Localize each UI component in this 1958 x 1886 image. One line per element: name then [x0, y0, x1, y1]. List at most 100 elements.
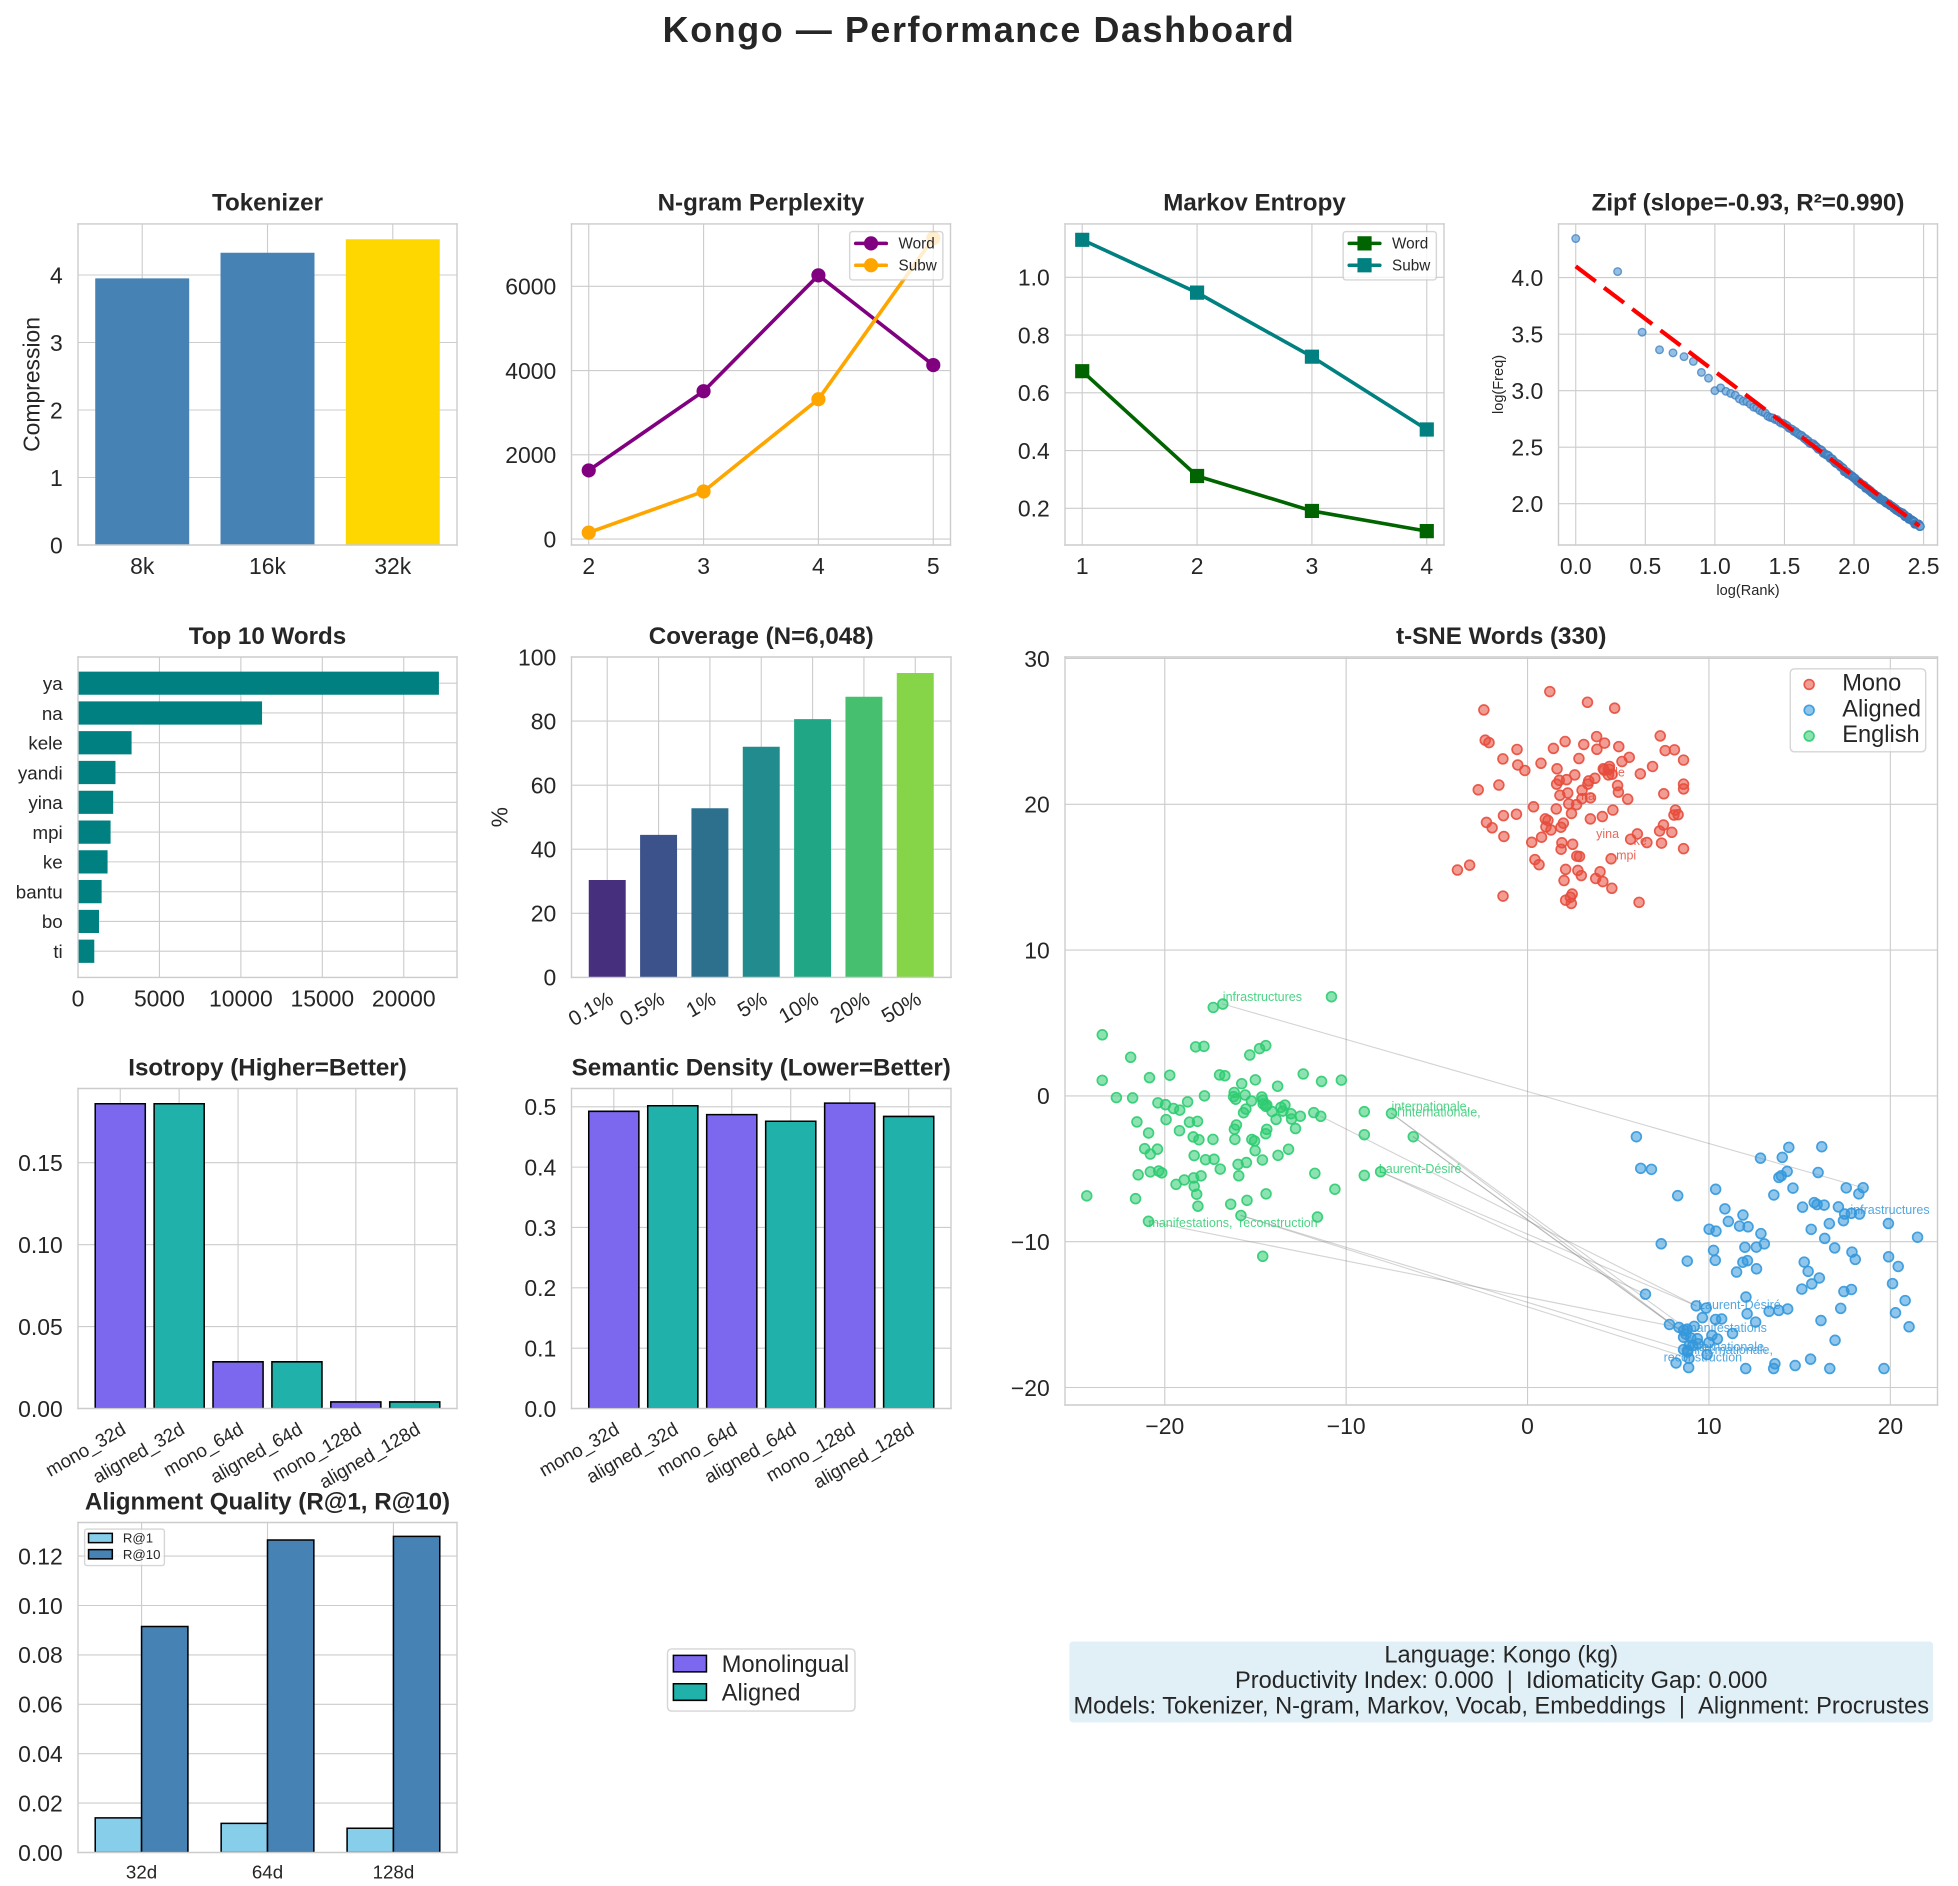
svg-text:10: 10: [1024, 937, 1049, 963]
svg-text:t-SNE Words (330): t-SNE Words (330): [1396, 623, 1606, 650]
svg-text:16k: 16k: [249, 553, 286, 579]
svg-text:0.00: 0.00: [18, 1396, 63, 1422]
svg-text:4: 4: [812, 553, 825, 579]
svg-text:100: 100: [518, 644, 556, 670]
svg-text:1: 1: [50, 465, 63, 491]
svg-text:−10: −10: [1327, 1413, 1366, 1439]
svg-text:English: English: [1842, 722, 1919, 748]
svg-text:Word: Word: [899, 236, 935, 253]
svg-text:ti: ti: [53, 941, 62, 962]
svg-text:internationale,: internationale,: [1392, 1099, 1471, 1113]
svg-text:80: 80: [531, 708, 556, 734]
svg-text:Kongo — Performance Dashboard: Kongo — Performance Dashboard: [663, 10, 1296, 50]
svg-text:−20: −20: [1145, 1413, 1184, 1439]
svg-text:5: 5: [927, 553, 940, 579]
svg-text:4.0: 4.0: [1511, 265, 1543, 291]
svg-text:Markov Entropy: Markov Entropy: [1163, 190, 1346, 217]
svg-text:0.2: 0.2: [1018, 496, 1050, 522]
svg-text:1.0: 1.0: [1699, 553, 1731, 579]
svg-text:Alignment Quality (R@1, R@10): Alignment Quality (R@1, R@10): [85, 1488, 450, 1515]
svg-text:internationale,: internationale,: [1689, 1340, 1768, 1354]
svg-text:ke: ke: [1634, 834, 1647, 848]
svg-text:3.5: 3.5: [1511, 321, 1543, 347]
svg-text:0.10: 0.10: [18, 1593, 63, 1619]
svg-text:manifestations: manifestations: [1686, 1321, 1767, 1335]
svg-text:reconstruction: reconstruction: [1664, 1350, 1743, 1364]
svg-text:32k: 32k: [374, 553, 411, 579]
svg-text:Monolingual: Monolingual: [722, 1652, 849, 1678]
svg-text:Laurent-Désiré: Laurent-Désiré: [1379, 1162, 1462, 1176]
svg-text:0.15: 0.15: [18, 1150, 63, 1176]
svg-text:2: 2: [50, 397, 63, 423]
svg-text:0.08: 0.08: [18, 1642, 63, 1668]
svg-text:60: 60: [531, 772, 556, 798]
svg-text:infrastructures: infrastructures: [1850, 1203, 1929, 1217]
svg-text:4000: 4000: [505, 358, 556, 384]
svg-text:Top 10 Words: Top 10 Words: [189, 623, 346, 650]
svg-text:mpi: mpi: [1616, 849, 1636, 863]
svg-text:ya: ya: [43, 673, 63, 694]
svg-text:0.2: 0.2: [524, 1275, 556, 1301]
svg-text:log(Freq): log(Freq): [1491, 355, 1507, 414]
svg-text:0.8: 0.8: [1018, 322, 1050, 348]
svg-text:0.12: 0.12: [18, 1543, 63, 1569]
svg-text:0: 0: [72, 986, 85, 1012]
svg-text:N-gram Perplexity: N-gram Perplexity: [658, 190, 865, 217]
svg-text:R@10: R@10: [123, 1547, 161, 1562]
svg-text:0.05: 0.05: [18, 1314, 63, 1340]
svg-text:4: 4: [50, 262, 63, 288]
svg-text:0.6: 0.6: [1018, 380, 1050, 406]
svg-text:Aligned: Aligned: [1842, 696, 1921, 722]
svg-text:Models: Tokenizer, N-gram, Mar: Models: Tokenizer, N-gram, Markov, Vocab…: [1073, 1693, 1929, 1719]
svg-text:8k: 8k: [130, 553, 155, 579]
svg-text:20000: 20000: [372, 986, 436, 1012]
svg-text:Laurent-Désiré: Laurent-Désiré: [1698, 1298, 1781, 1312]
svg-text:1.5: 1.5: [1769, 553, 1801, 579]
svg-text:5000: 5000: [134, 986, 185, 1012]
svg-text:R@1: R@1: [123, 1531, 153, 1546]
svg-text:2.0: 2.0: [1511, 491, 1543, 517]
svg-text:128d: 128d: [373, 1862, 415, 1883]
svg-text:Semantic Density (Lower=Better: Semantic Density (Lower=Better): [572, 1054, 951, 1081]
svg-text:40: 40: [531, 837, 556, 863]
svg-text:3: 3: [697, 553, 710, 579]
svg-text:2.0: 2.0: [1838, 553, 1870, 579]
svg-text:10000: 10000: [209, 986, 273, 1012]
svg-text:2000: 2000: [505, 442, 556, 468]
svg-text:Mono: Mono: [1842, 671, 1901, 697]
svg-text:ke: ke: [43, 852, 63, 873]
svg-text:Zipf (slope=-0.93, R²=0.990): Zipf (slope=-0.93, R²=0.990): [1592, 190, 1905, 217]
svg-text:Aligned: Aligned: [722, 1680, 801, 1706]
svg-text:0.0: 0.0: [1560, 553, 1592, 579]
svg-text:20: 20: [531, 901, 556, 927]
svg-text:0: 0: [50, 532, 63, 558]
svg-text:Isotropy (Higher=Better): Isotropy (Higher=Better): [128, 1054, 407, 1081]
svg-text:0: 0: [1521, 1413, 1534, 1439]
svg-text:0.06: 0.06: [18, 1692, 63, 1718]
svg-text:0.5: 0.5: [1629, 553, 1661, 579]
svg-text:Word: Word: [1392, 236, 1428, 253]
svg-text:bantu: bantu: [16, 881, 63, 902]
svg-text:0.00: 0.00: [18, 1840, 63, 1866]
svg-text:Productivity Index: 0.000 |: Productivity Index: 0.000 | Idiomaticity…: [1235, 1668, 1767, 1694]
svg-text:log(Rank): log(Rank): [1716, 583, 1779, 599]
svg-text:2.5: 2.5: [1511, 435, 1543, 461]
svg-text:15000: 15000: [290, 986, 354, 1012]
svg-text:Coverage (N=6,048): Coverage (N=6,048): [649, 623, 874, 650]
svg-text:yina: yina: [28, 792, 63, 813]
svg-text:na: na: [1581, 789, 1595, 803]
svg-text:−10: −10: [1011, 1229, 1050, 1255]
svg-text:Subw: Subw: [1392, 258, 1431, 275]
svg-text:manifestations,: manifestations,: [1148, 1216, 1232, 1230]
svg-text:Tokenizer: Tokenizer: [212, 190, 324, 217]
svg-text:10: 10: [1696, 1413, 1721, 1439]
svg-text:Language: Kongo (kg): Language: Kongo (kg): [1384, 1642, 1618, 1668]
svg-text:0.1: 0.1: [524, 1335, 556, 1361]
svg-text:internationale,: internationale,: [1694, 1343, 1773, 1357]
svg-text:0.04: 0.04: [18, 1741, 63, 1767]
svg-text:6000: 6000: [505, 274, 556, 300]
svg-text:30: 30: [1024, 646, 1049, 672]
svg-text:0: 0: [1037, 1083, 1050, 1109]
svg-text:−20: −20: [1011, 1375, 1050, 1401]
svg-text:yandi: yandi: [18, 762, 63, 783]
